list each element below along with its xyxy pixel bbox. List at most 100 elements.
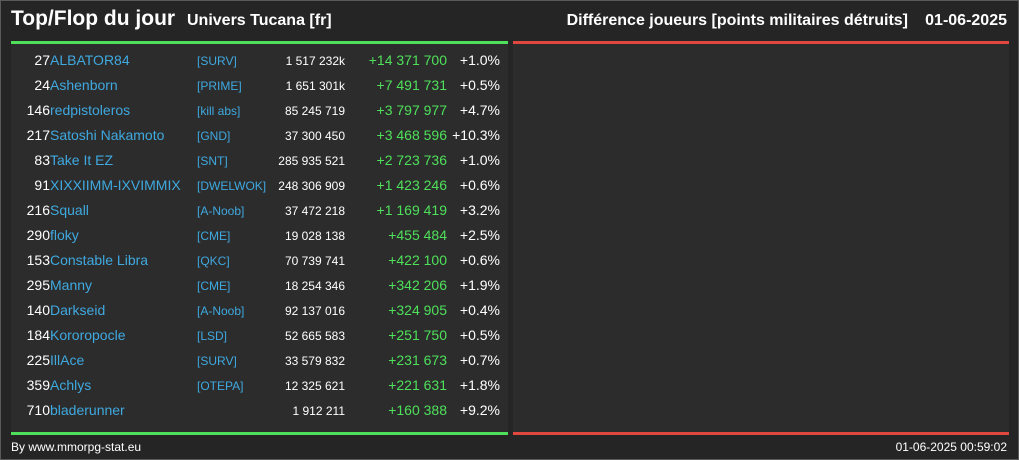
player-points: 18 254 346 — [284, 279, 345, 293]
percent-change: +1.8% — [459, 377, 500, 393]
percent-change: +0.6% — [459, 177, 500, 193]
player-rank: 140 — [26, 302, 50, 318]
alliance-tag-link[interactable]: [LSD] — [197, 329, 228, 343]
player-rank: 710 — [26, 402, 50, 418]
player-points: 33 579 832 — [284, 354, 345, 368]
player-name-link[interactable]: XIXXIIMM-IXVIMMIX — [50, 177, 181, 193]
percent-change: +1.9% — [459, 277, 500, 293]
player-row: 290 floky [CME] 19 028 138 +455 484 +2.5% — [11, 223, 508, 248]
alliance-tag-link[interactable]: [QKC] — [197, 254, 230, 268]
player-rank: 290 — [26, 227, 50, 243]
top-panel-bottom-bar — [11, 432, 508, 435]
player-points: 12 325 621 — [284, 379, 345, 393]
flop-panel — [513, 41, 1009, 433]
player-name-link[interactable]: IllAce — [50, 352, 85, 368]
percent-change: +3.2% — [459, 202, 500, 218]
player-points: 52 665 583 — [284, 329, 345, 343]
percent-change: +9.2% — [459, 402, 500, 418]
player-rank: 27 — [34, 52, 50, 68]
player-rank: 184 — [26, 327, 50, 343]
alliance-tag-link[interactable]: [A-Noob] — [197, 304, 245, 318]
percent-change: +0.5% — [459, 77, 500, 93]
alliance-tag-link[interactable]: [CME] — [197, 279, 231, 293]
player-row: 217 Satoshi Nakamoto [GND] 37 300 450 +3 468… — [11, 123, 508, 148]
footer-timestamp: 01-06-2025 00:59:02 — [895, 440, 1007, 454]
player-name-link[interactable]: Darkseid — [50, 302, 106, 318]
percent-change: +2.5% — [459, 227, 500, 243]
player-points: 1 651 301k — [285, 79, 345, 93]
alliance-tag-link[interactable]: [SNT] — [197, 154, 228, 168]
player-points: 37 300 450 — [284, 129, 345, 143]
alliance-tag-link[interactable]: [PRIME] — [197, 79, 242, 93]
universe-subtitle: Univers Tucana [fr] — [187, 12, 332, 29]
player-name-link[interactable]: Achlys — [50, 377, 92, 393]
points-difference: +251 750 — [388, 327, 447, 343]
player-rank: 91 — [34, 177, 50, 193]
percent-change: +0.7% — [459, 352, 500, 368]
alliance-tag-link[interactable]: [SURV] — [197, 54, 237, 68]
flop-panel-bottom-bar — [513, 432, 1009, 435]
player-rank: 217 — [26, 127, 50, 143]
points-difference: +342 206 — [388, 277, 447, 293]
metric-title: Différence joueurs [points militaires dé… — [566, 12, 908, 29]
alliance-tag-link[interactable]: [CME] — [197, 229, 231, 243]
points-difference: +7 491 731 — [376, 77, 447, 93]
alliance-tag-link[interactable]: [kill abs] — [197, 104, 241, 118]
flop-panel-top-bar — [513, 41, 1009, 44]
player-row: 710 bladerunner 1 912 211 +160 388 +9.2% — [11, 398, 508, 423]
player-name-link[interactable]: Satoshi Nakamoto — [50, 127, 165, 143]
player-name-link[interactable]: bladerunner — [50, 402, 125, 418]
player-row: 184 Kororopocle [LSD] 52 665 583 +251 750 +0.… — [11, 323, 508, 348]
player-row: 359 Achlys [OTEPA] 12 325 621 +221 631 +1.8% — [11, 373, 508, 398]
points-difference: +221 631 — [388, 377, 447, 393]
player-rank: 24 — [34, 77, 50, 93]
player-name-link[interactable]: redpistoleros — [50, 102, 131, 118]
player-name-link[interactable]: Ashenborn — [50, 77, 118, 93]
player-row: 225 IllAce [SURV] 33 579 832 +231 673 +0.7% — [11, 348, 508, 373]
player-row: 27 ALBATOR84 [SURV] 1 517 232k +14 371 700 +1… — [11, 48, 508, 73]
player-row: 146 redpistoleros [kill abs] 85 245 719 +3 7… — [11, 98, 508, 123]
points-difference: +1 169 419 — [376, 202, 447, 218]
points-difference: +160 388 — [388, 402, 447, 418]
points-difference: +2 723 736 — [376, 152, 447, 168]
player-points: 248 306 909 — [278, 179, 345, 193]
points-difference: +324 905 — [388, 302, 447, 318]
points-difference: +455 484 — [388, 227, 447, 243]
player-row: 91 XIXXIIMM-IXVIMMIX [DWELWOK] 248 306 909 +… — [11, 173, 508, 198]
alliance-tag-link[interactable]: [SURV] — [197, 354, 237, 368]
player-rank: 146 — [26, 102, 50, 118]
percent-change: +10.3% — [452, 127, 500, 143]
player-points: 92 137 016 — [284, 304, 345, 318]
page-title: Top/Flop du jour — [11, 7, 176, 30]
points-difference: +3 797 977 — [376, 102, 447, 118]
percent-change: +0.4% — [459, 302, 500, 318]
points-difference: +1 423 246 — [376, 177, 447, 193]
header-date: 01-06-2025 — [925, 12, 1007, 29]
points-difference: +14 371 700 — [368, 52, 447, 68]
player-points: 1 912 211 — [292, 404, 346, 418]
alliance-tag-link[interactable]: [OTEPA] — [197, 379, 244, 393]
percent-change: +0.6% — [459, 252, 500, 268]
player-rank: 295 — [26, 277, 50, 293]
player-name-link[interactable]: Take It EZ — [50, 152, 114, 168]
player-points: 85 245 719 — [284, 104, 345, 118]
player-name-link[interactable]: Constable Libra — [50, 252, 149, 268]
alliance-tag-link[interactable]: [A-Noob] — [197, 204, 245, 218]
percent-change: +0.5% — [459, 327, 500, 343]
player-name-link[interactable]: Manny — [50, 277, 93, 293]
player-name-link[interactable]: Kororopocle — [50, 327, 126, 343]
footer-credit[interactable]: By www.mmorpg-stat.eu — [11, 440, 142, 454]
player-points: 1 517 232k — [285, 54, 345, 68]
player-rank: 83 — [34, 152, 50, 168]
player-name-link[interactable]: Squall — [50, 202, 89, 218]
player-name-link[interactable]: ALBATOR84 — [50, 52, 130, 68]
player-rank: 359 — [26, 377, 50, 393]
player-rank: 216 — [26, 202, 50, 218]
player-name-link[interactable]: floky — [50, 227, 79, 243]
player-points: 285 935 521 — [278, 154, 345, 168]
player-rank: 225 — [26, 352, 50, 368]
alliance-tag-link[interactable]: [DWELWOK] — [197, 179, 267, 193]
alliance-tag-link[interactable]: [GND] — [197, 129, 231, 143]
player-row: 140 Darkseid [A-Noob] 92 137 016 +324 905 +0.… — [11, 298, 508, 323]
